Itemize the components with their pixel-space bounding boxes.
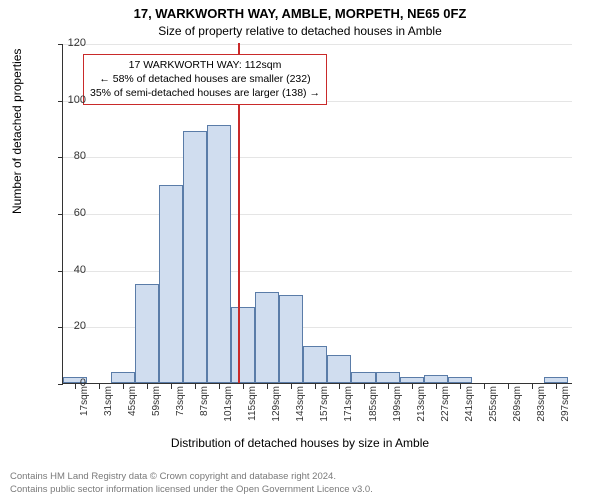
xtick-mark — [219, 384, 220, 389]
footer-line2: Contains public sector information licen… — [10, 484, 373, 496]
xtick-label: 129sqm — [271, 386, 282, 426]
histogram-bar — [303, 346, 327, 383]
xtick-label: 31sqm — [103, 386, 114, 426]
xtick-label: 171sqm — [343, 386, 354, 426]
xtick-mark — [195, 384, 196, 389]
histogram-bar — [279, 295, 303, 383]
histogram-bar — [544, 377, 568, 383]
chart-container: 17, WARKWORTH WAY, AMBLE, MORPETH, NE65 … — [0, 0, 600, 500]
xtick-mark — [412, 384, 413, 389]
xtick-label: 213sqm — [416, 386, 427, 426]
ytick-label: 0 — [56, 377, 86, 389]
xtick-label: 45sqm — [127, 386, 138, 426]
histogram-bar — [424, 375, 448, 384]
xtick-mark — [291, 384, 292, 389]
xtick-label: 101sqm — [223, 386, 234, 426]
xtick-label: 199sqm — [392, 386, 403, 426]
histogram-bar — [231, 307, 255, 384]
xtick-label: 59sqm — [151, 386, 162, 426]
annotation-line: 17 WARKWORTH WAY: 112sqm — [90, 58, 320, 72]
xtick-label: 297sqm — [560, 386, 571, 426]
xtick-label: 255sqm — [488, 386, 499, 426]
annotation-line: 35% of semi-detached houses are larger (… — [90, 86, 320, 100]
xtick-mark — [364, 384, 365, 389]
xtick-mark — [123, 384, 124, 389]
xtick-mark — [99, 384, 100, 389]
xtick-label: 143sqm — [295, 386, 306, 426]
gridline — [63, 157, 572, 158]
y-axis-label: Number of detached properties — [10, 49, 24, 214]
plot-area: 17sqm31sqm45sqm59sqm73sqm87sqm101sqm115s… — [62, 44, 572, 384]
xtick-label: 115sqm — [247, 386, 258, 426]
histogram-bar — [255, 292, 279, 383]
annotation-callout: 17 WARKWORTH WAY: 112sqm← 58% of detache… — [83, 54, 327, 105]
xtick-mark — [436, 384, 437, 389]
ytick-label: 20 — [56, 320, 86, 332]
gridline — [63, 44, 572, 45]
xtick-mark — [484, 384, 485, 389]
histogram-bar — [159, 185, 183, 383]
histogram-bar — [111, 372, 135, 383]
xtick-label: 241sqm — [464, 386, 475, 426]
histogram-bar — [135, 284, 159, 383]
xtick-label: 87sqm — [199, 386, 210, 426]
footer-line1: Contains HM Land Registry data © Crown c… — [10, 471, 373, 483]
histogram-bar — [327, 355, 351, 383]
xtick-mark — [267, 384, 268, 389]
xtick-label: 269sqm — [512, 386, 523, 426]
xtick-mark — [339, 384, 340, 389]
xtick-label: 17sqm — [79, 386, 90, 426]
xtick-label: 227sqm — [440, 386, 451, 426]
xtick-label: 185sqm — [368, 386, 379, 426]
gridline — [63, 271, 572, 272]
xtick-mark — [315, 384, 316, 389]
ytick-label: 100 — [56, 94, 86, 106]
histogram-bar — [183, 131, 207, 383]
xtick-mark — [243, 384, 244, 389]
xtick-label: 157sqm — [319, 386, 330, 426]
xtick-mark — [508, 384, 509, 389]
histogram-bar — [448, 377, 472, 383]
xtick-mark — [147, 384, 148, 389]
histogram-bar — [207, 125, 231, 383]
xtick-mark — [388, 384, 389, 389]
ytick-label: 120 — [56, 37, 86, 49]
ytick-label: 40 — [56, 264, 86, 276]
histogram-bar — [351, 372, 375, 383]
x-axis-label: Distribution of detached houses by size … — [0, 436, 600, 450]
histogram-bar — [376, 372, 400, 383]
xtick-mark — [460, 384, 461, 389]
footer-attribution: Contains HM Land Registry data © Crown c… — [10, 471, 373, 496]
chart-title-sub: Size of property relative to detached ho… — [0, 24, 600, 38]
xtick-mark — [532, 384, 533, 389]
xtick-mark — [556, 384, 557, 389]
ytick-label: 80 — [56, 150, 86, 162]
xtick-mark — [171, 384, 172, 389]
gridline — [63, 214, 572, 215]
xtick-label: 283sqm — [536, 386, 547, 426]
annotation-line: ← 58% of detached houses are smaller (23… — [90, 72, 320, 86]
chart-title-main: 17, WARKWORTH WAY, AMBLE, MORPETH, NE65 … — [0, 6, 600, 21]
ytick-label: 60 — [56, 207, 86, 219]
histogram-bar — [400, 377, 424, 383]
xtick-label: 73sqm — [175, 386, 186, 426]
